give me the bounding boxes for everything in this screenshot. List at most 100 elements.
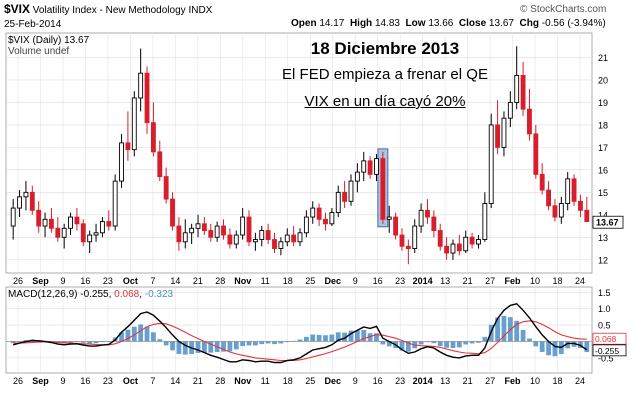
macd-histogram-bar xyxy=(170,341,175,351)
macd-histogram-bar xyxy=(265,341,271,344)
candle-body xyxy=(144,72,150,124)
candle-body xyxy=(278,241,284,249)
exchange-label: INDX xyxy=(188,5,213,16)
price-x-tick-label: 18 xyxy=(553,276,563,286)
price-y-tick-label: 18 xyxy=(598,120,608,130)
candle-body xyxy=(189,227,195,234)
candle-body xyxy=(354,171,360,182)
candle-body xyxy=(335,191,341,214)
macd-y-tick-label: 0.5 xyxy=(598,321,611,331)
price-x-tick-label: 23 xyxy=(395,276,405,286)
price-x-tick-label: 21 xyxy=(193,276,203,286)
candle-body xyxy=(150,122,156,153)
macd-histogram-bar xyxy=(119,332,124,342)
macd-histogram-bar xyxy=(501,315,507,342)
macd-x-tick-label: Sep xyxy=(32,376,49,386)
price-x-tick-label: 9 xyxy=(353,276,358,286)
candle-body xyxy=(546,189,551,207)
macd-histogram-bar xyxy=(539,341,545,352)
price-x-tick-label: Dec xyxy=(324,276,341,286)
macd-histogram-bar xyxy=(444,341,449,348)
macd-value: -0.255 xyxy=(80,289,109,300)
macd-histogram-bar xyxy=(144,326,150,342)
macd-histogram-bar xyxy=(10,341,16,344)
candle-body xyxy=(240,216,246,236)
macd-histogram-bar xyxy=(176,341,182,354)
candle-body xyxy=(61,227,67,238)
candle-body xyxy=(482,203,488,240)
macd-x-tick-label: 7 xyxy=(150,376,155,386)
candle-body xyxy=(495,124,501,148)
price-y-tick-label: 14 xyxy=(598,210,608,220)
macd-x-tick-label: 21 xyxy=(193,376,203,386)
macd-histogram-bar xyxy=(418,341,424,345)
macd-histogram-bar xyxy=(87,341,93,344)
macd-histogram-bar xyxy=(151,332,156,342)
macd-histogram-bar xyxy=(520,330,526,342)
price-panel-frame xyxy=(5,32,593,274)
macd-x-tick-label: 16 xyxy=(80,376,90,386)
candle-body xyxy=(87,234,93,243)
macd-y-tick-label: 1.0 xyxy=(598,304,611,314)
candle-body xyxy=(584,209,590,223)
macd-x-tick-label: 24 xyxy=(575,376,585,386)
macd-histogram-bar xyxy=(456,341,462,348)
macd-histogram-bar xyxy=(552,341,558,357)
macd-histogram-bar xyxy=(252,341,258,346)
candle-body xyxy=(259,230,265,240)
annotation-fed: El FED empieza a frenar el QE xyxy=(282,66,488,83)
price-y-tick-label: 16 xyxy=(598,165,608,175)
candle-body xyxy=(501,117,507,148)
price-x-tick-label: 18 xyxy=(283,276,293,286)
candle-body xyxy=(125,142,131,151)
candle-body xyxy=(450,243,456,254)
macd-x-tick-label: 18 xyxy=(283,376,293,386)
candle-body xyxy=(74,216,80,225)
macd-legend: MACD(12,26,9) -0.255, 0.068, -0.323 xyxy=(8,289,174,300)
candle-body xyxy=(55,227,61,238)
candle-body xyxy=(437,230,443,247)
macd-panel-frame xyxy=(5,286,593,374)
macd-histogram-bar xyxy=(284,341,290,343)
candle-body xyxy=(310,207,316,218)
macd-histogram-bar xyxy=(157,339,163,342)
macd-histogram-bar xyxy=(100,341,105,343)
candle-body xyxy=(201,223,207,231)
candle-body xyxy=(42,218,48,227)
macd-histogram-bar xyxy=(93,341,99,344)
price-x-tick-label: 25 xyxy=(305,276,315,286)
price-x-tick-label: Oct xyxy=(123,276,138,286)
macd-y-tick-label: 1.5 xyxy=(598,288,611,298)
macd-histogram-bar xyxy=(291,340,297,342)
macd-name: MACD(12,26,9) xyxy=(8,289,78,300)
ticker-symbol: $VIX xyxy=(4,2,31,16)
candle-body xyxy=(571,178,577,202)
macd-histogram-bar xyxy=(463,341,469,345)
candle-body xyxy=(323,218,328,225)
macd-x-tick-label: 25 xyxy=(305,376,315,386)
open-value: 14.17 xyxy=(319,18,345,29)
macd-histogram-bar xyxy=(17,341,22,343)
price-x-tick-label: 21 xyxy=(463,276,473,286)
macd-histogram-bar xyxy=(450,341,456,349)
price-x-tick-label: 11 xyxy=(261,276,270,286)
macd-x-tick-label: 10 xyxy=(530,376,540,386)
candle-body xyxy=(272,239,277,249)
macd-histogram-bar xyxy=(233,341,239,350)
chart-header: $VIX Volatility Index - New Methodology … xyxy=(4,2,212,16)
macd-histogram-bar xyxy=(361,330,367,342)
candle-body xyxy=(520,75,526,110)
macd-histogram-bar xyxy=(533,341,539,347)
candle-body xyxy=(488,124,494,205)
macd-line xyxy=(13,303,588,364)
macd-x-tick-label: 27 xyxy=(485,376,495,386)
price-y-tick-label: 12 xyxy=(598,255,608,265)
macd-x-tick-label: 13 xyxy=(440,376,450,386)
candle-body xyxy=(49,218,54,229)
macd-histogram-bar xyxy=(68,341,73,343)
candle-body xyxy=(507,101,513,119)
candle-body xyxy=(533,133,539,175)
chart-date: 25-Feb-2014 xyxy=(4,19,62,30)
candle-body xyxy=(208,230,214,238)
macd-histogram-bar xyxy=(565,341,571,349)
